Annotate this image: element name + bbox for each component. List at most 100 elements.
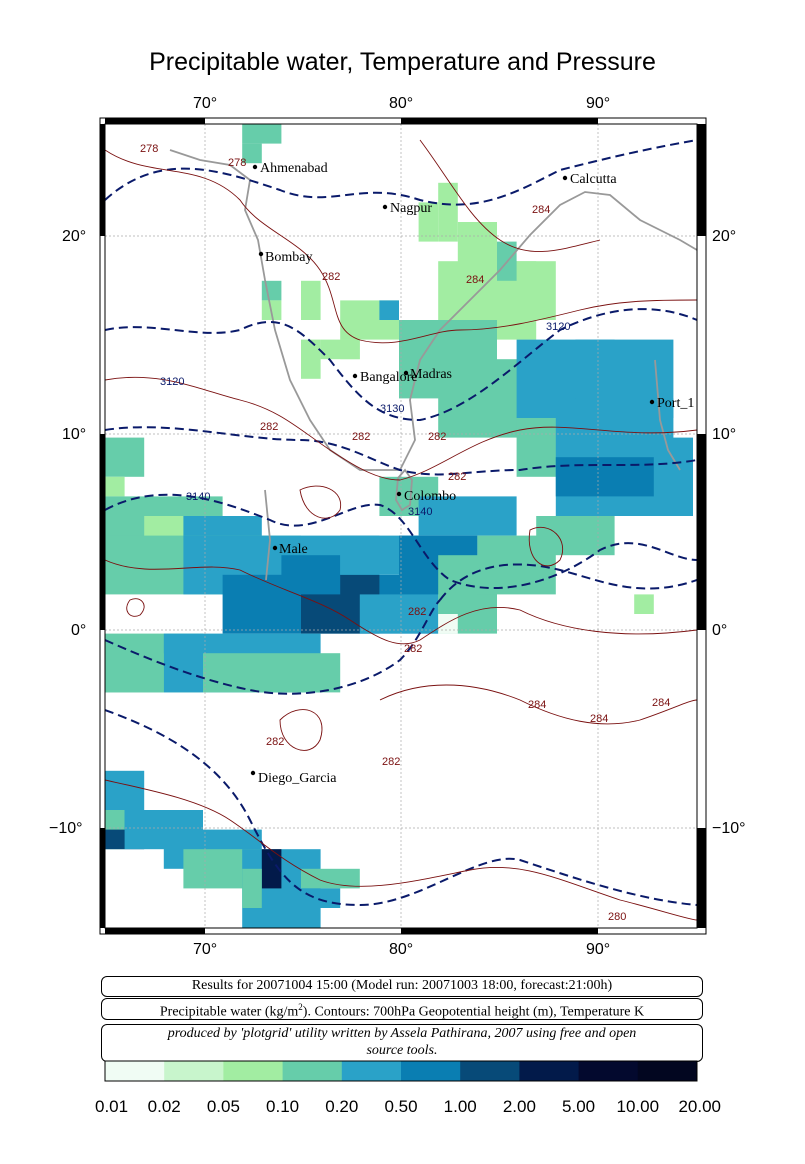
geo-label: 3140 bbox=[186, 491, 210, 503]
colorbar-label: 20.00 bbox=[678, 1097, 721, 1116]
pw-cell bbox=[418, 496, 517, 536]
temp-label: 278 bbox=[140, 143, 158, 155]
lon-tick: 70° bbox=[193, 95, 217, 112]
pw-cell bbox=[634, 594, 654, 614]
colorbar-swatches bbox=[104, 1060, 698, 1082]
temp-label: 282 bbox=[404, 643, 422, 655]
pw-cell bbox=[438, 182, 458, 242]
pw-cell bbox=[105, 653, 164, 693]
geo-label: 3120 bbox=[160, 376, 184, 388]
lat-tick: 10° bbox=[712, 426, 736, 443]
pw-cell bbox=[301, 339, 321, 379]
pw-cell bbox=[418, 202, 439, 242]
geopotential-contours bbox=[105, 139, 697, 907]
pw-cell bbox=[457, 222, 497, 281]
city-label: Colombo bbox=[404, 489, 456, 504]
city-label: Bangalore bbox=[360, 370, 418, 385]
colorbar-label: 0.10 bbox=[266, 1097, 299, 1116]
colorbar-swatch bbox=[341, 1061, 402, 1081]
temp-label: 284 bbox=[532, 204, 550, 216]
pw-cell bbox=[555, 457, 654, 497]
pw-cell bbox=[359, 594, 439, 634]
colorbar-swatch bbox=[164, 1061, 224, 1081]
city-label: Ahmenabad bbox=[260, 161, 328, 176]
temp-label: 282 bbox=[448, 471, 466, 483]
pw-cell bbox=[242, 143, 262, 164]
city-label: Diego_Garcia bbox=[258, 771, 337, 786]
lat-tick: 20° bbox=[62, 228, 86, 245]
pw-cell bbox=[301, 280, 321, 320]
colorbar-swatch bbox=[282, 1061, 343, 1081]
city-label: Port_1 bbox=[657, 396, 694, 411]
pw-cell bbox=[301, 888, 341, 908]
pw-cell bbox=[105, 476, 125, 497]
city-label: Madras bbox=[410, 367, 452, 382]
temp-label: 282 bbox=[260, 421, 278, 433]
geo-label: 3130 bbox=[380, 403, 404, 415]
colorbar-label: 0.02 bbox=[148, 1097, 181, 1116]
pw-cell bbox=[242, 124, 282, 144]
run-info-text: Results for 20071004 15:00 (Model run: 2… bbox=[191, 978, 613, 993]
lat-tick: 20° bbox=[712, 228, 736, 245]
colorbar-label: 2.00 bbox=[503, 1097, 536, 1116]
temp-label: 282 bbox=[428, 431, 446, 443]
coastlines bbox=[169, 149, 697, 581]
temp-label: 282 bbox=[382, 756, 400, 768]
city-label: Calcutta bbox=[570, 172, 617, 187]
lat-tick: 0° bbox=[71, 622, 86, 639]
lon-tick: 80° bbox=[389, 941, 413, 958]
credit-line-1: produced by 'plotgrid' utility written b… bbox=[167, 1026, 637, 1041]
colorbar-labels: 0.01 0.02 0.05 0.10 0.20 0.50 1.00 2.00 5.00 10.0… bbox=[95, 1097, 721, 1116]
temp-label: 284 bbox=[590, 713, 608, 725]
temp-label: 282 bbox=[408, 606, 426, 618]
temp-label: 278 bbox=[228, 157, 246, 169]
geo-label: 3120 bbox=[546, 321, 570, 333]
lat-tick: −10° bbox=[712, 820, 746, 837]
credit-line-2: source tools. bbox=[366, 1043, 438, 1058]
pw-cell bbox=[438, 614, 458, 634]
colorbar-label: 10.00 bbox=[617, 1097, 660, 1116]
colorbar-label: 0.20 bbox=[325, 1097, 358, 1116]
pw-cell bbox=[261, 280, 282, 301]
city-label: Bombay bbox=[265, 250, 312, 265]
colorbar-label: 0.50 bbox=[384, 1097, 417, 1116]
axis-tick-labels: 70° 80° 90° 70° 80° 90° 20° 10° 0° −10° … bbox=[49, 95, 746, 958]
colorbar-frame bbox=[104, 1060, 698, 1082]
map-frame bbox=[99, 117, 707, 935]
precipitable-water-cells bbox=[105, 124, 693, 928]
lon-tick: 90° bbox=[586, 95, 610, 112]
pw-cell bbox=[281, 555, 341, 595]
lat-tick: 10° bbox=[62, 426, 86, 443]
pw-cell bbox=[379, 300, 399, 320]
contour-labels: 278 278 282 284 284 282 282 282 282 282 … bbox=[140, 143, 670, 923]
credit-box: produced by 'plotgrid' utility written b… bbox=[101, 1024, 703, 1062]
temp-label: 282 bbox=[322, 271, 340, 283]
pw-cell bbox=[301, 868, 360, 889]
pw-cell bbox=[261, 849, 282, 889]
fields-prefix: Precipitable water (kg/m bbox=[159, 1004, 299, 1020]
colorbar-swatch bbox=[637, 1061, 698, 1081]
city-label: Male bbox=[279, 542, 308, 557]
temp-label: 284 bbox=[528, 699, 546, 711]
temp-label: 282 bbox=[266, 736, 284, 748]
colorbar-swatch bbox=[519, 1061, 580, 1081]
colorbar-swatch bbox=[460, 1061, 520, 1081]
map-title: Precipitable water, Temperature and Pres… bbox=[149, 48, 656, 76]
lon-tick: 80° bbox=[389, 95, 413, 112]
colorbar-swatch bbox=[223, 1061, 284, 1081]
colorbar-swatch bbox=[401, 1061, 461, 1081]
colorbar-swatch bbox=[578, 1061, 639, 1081]
fields-sup: 2 bbox=[298, 1002, 303, 1012]
colorbar-swatch bbox=[105, 1061, 165, 1081]
temperature-contours bbox=[105, 139, 697, 921]
gridlines bbox=[105, 124, 697, 928]
temp-label: 284 bbox=[652, 697, 670, 709]
pw-cell bbox=[203, 653, 341, 693]
lat-tick: 0° bbox=[712, 622, 727, 639]
city-markers: Ahmenabad Calcutta Nagpur Bombay Madras … bbox=[250, 161, 694, 786]
precipitable-water-map: 278 278 282 284 284 282 282 282 282 282 … bbox=[49, 95, 746, 958]
city-label: Nagpur bbox=[390, 201, 432, 216]
lon-tick: 90° bbox=[586, 941, 610, 958]
colorbar-label: 5.00 bbox=[562, 1097, 595, 1116]
temp-label: 280 bbox=[608, 911, 626, 923]
